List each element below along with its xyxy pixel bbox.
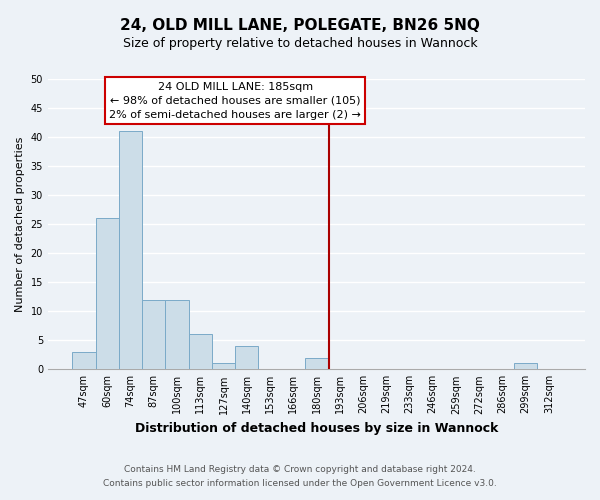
- Bar: [73, 352, 95, 370]
- Bar: [166, 300, 188, 370]
- Bar: [188, 334, 212, 370]
- Bar: [119, 132, 142, 370]
- X-axis label: Distribution of detached houses by size in Wannock: Distribution of detached houses by size …: [135, 422, 498, 435]
- Text: Contains HM Land Registry data © Crown copyright and database right 2024.
Contai: Contains HM Land Registry data © Crown c…: [103, 466, 497, 487]
- Bar: [305, 358, 328, 370]
- Bar: [142, 300, 166, 370]
- Text: 24, OLD MILL LANE, POLEGATE, BN26 5NQ: 24, OLD MILL LANE, POLEGATE, BN26 5NQ: [120, 18, 480, 32]
- Bar: [212, 364, 235, 370]
- Text: 24 OLD MILL LANE: 185sqm
← 98% of detached houses are smaller (105)
2% of semi-d: 24 OLD MILL LANE: 185sqm ← 98% of detach…: [109, 82, 361, 120]
- Bar: [95, 218, 119, 370]
- Text: Size of property relative to detached houses in Wannock: Size of property relative to detached ho…: [122, 38, 478, 51]
- Bar: [235, 346, 259, 370]
- Bar: [514, 364, 538, 370]
- Y-axis label: Number of detached properties: Number of detached properties: [15, 136, 25, 312]
